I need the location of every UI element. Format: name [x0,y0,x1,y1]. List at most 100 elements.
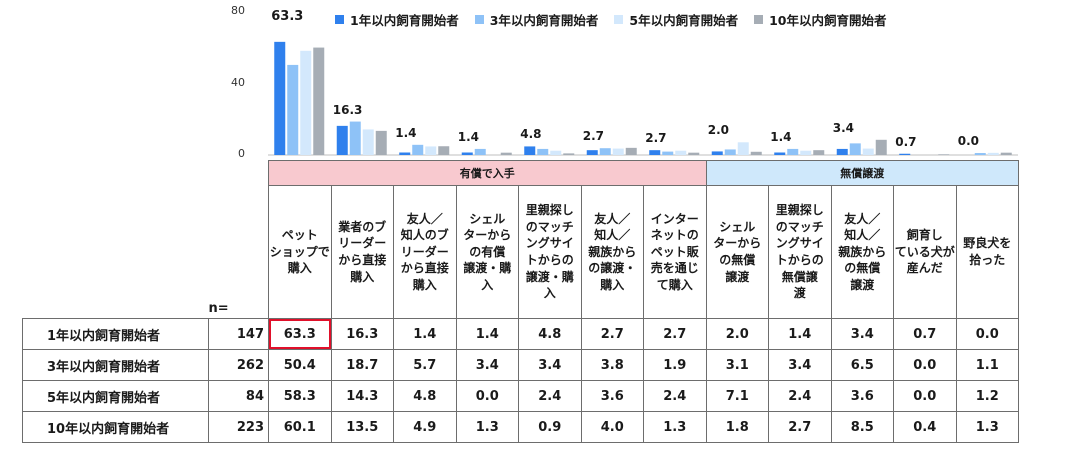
table-cell: 2.7 [580,318,644,350]
bar [300,50,312,155]
bar [649,150,661,155]
bar [599,148,611,155]
table-cell: 0.9 [518,411,582,443]
bar [774,152,786,155]
row-n: 147 [208,318,269,350]
bar [287,64,299,155]
bar-data-label: 0.0 [957,133,980,148]
bar [938,154,950,155]
table-cell: 3.4 [455,349,519,381]
table-cell: 50.4 [268,349,332,381]
legend-swatch [474,15,484,24]
bar-data-label: 63.3 [271,9,304,24]
table-row: 5年以内飼育開始者 84 58.3 14.3 4.8 0.0 2.4 3.6 2.4 7.1 2.4… [22,380,1019,412]
legend-swatch [335,15,344,24]
table-cell: 1.2 [955,380,1019,412]
bar [688,152,700,155]
bar [586,150,598,155]
table-cell: 2.7 [643,318,707,350]
table-cell: 3.4 [830,318,894,350]
table-cell: 18.7 [330,349,394,381]
table-cell: 1.4 [455,318,519,350]
category-header: ペット ショップで 購入 [268,185,332,319]
table-cell: 63.3 [268,318,332,350]
bar [724,149,736,155]
bar [987,152,999,155]
category-header: 里親探し のマッチ ングサイ トからの 譲渡・購入 [518,185,582,319]
legend-item: 10年以内飼育開始者 [754,10,887,29]
bar [787,148,799,155]
bar [675,150,687,155]
table-cell: 0.4 [893,411,957,443]
table-cell: 2.7 [768,411,832,443]
bar [438,146,450,155]
legend-item: 3年以内飼育開始者 [474,10,599,29]
blank-cell [23,186,209,319]
table-cell: 0.7 [893,318,957,350]
row-n: 84 [208,380,269,412]
group-header-free: 無償譲渡 [705,160,1019,186]
bar [862,148,874,155]
bar [750,151,762,155]
bar-data-label: 4.8 [520,127,542,142]
bar [336,125,348,155]
bar [349,121,361,155]
category-header: 飼育し ている犬が 産んだ [893,185,957,319]
n-label: n= [208,301,229,316]
legend-item: 1年以内飼育開始者 [335,10,459,29]
bar [375,130,387,155]
bar [537,148,549,155]
table-cell: 13.5 [330,411,394,443]
row-label: 1年以内飼育開始者 [22,318,209,350]
bar [550,150,562,155]
data-table: 有償で入手 無償譲渡 n= ペット ショップで 購入 業者のブ リーダー から直接 購入 友人／知… [22,160,1019,443]
table-row: 1年以内飼育開始者 147 63.3 16.3 1.4 1.4 4.8 2.7 2.7 2.0 1.… [22,318,1019,350]
legend: 1年以内飼育開始者 3年以内飼育開始者 5年以内飼育開始者 10年以内飼育開始者 [335,10,887,29]
category-header: インター ネットの ペット販 売を通じ て購入 [643,185,707,319]
table-cell: 2.4 [518,380,582,412]
table-cell: 0.0 [455,380,519,412]
blank-cell [23,161,269,186]
bar [662,151,674,155]
table-cell: 0.0 [893,349,957,381]
table-cell: 1.3 [643,411,707,443]
bar-data-label: 1.4 [395,125,417,140]
bar [500,152,512,155]
category-header: 友人／ 知人／ 親族から の無償 譲渡 [830,185,894,319]
bar [800,150,812,155]
bar [313,47,325,155]
bar-data-label: 2.7 [582,128,605,143]
bar-data-label: 16.3 [332,102,363,117]
table-cell: 2.4 [643,380,707,412]
bar-data-label: 1.4 [770,129,792,144]
table-cell: 4.9 [393,411,457,443]
y-tick-label: 40 [231,75,245,89]
table-cell: 1.8 [705,411,769,443]
legend-label: 5年以内飼育開始者 [629,13,739,28]
legend-label: 1年以内飼育開始者 [350,13,459,28]
table-cell: 3.8 [580,349,644,381]
category-header: シェル ターから の無償 譲渡 [705,185,769,319]
table-cell: 0.0 [893,380,957,412]
bar-chart [268,41,1018,156]
bar-data-label: 0.7 [895,134,917,149]
category-header: 友人／ 知人のブ リーダー から直接 購入 [393,185,457,319]
table-cell: 1.4 [768,318,832,350]
bar-data-label: 1.4 [457,129,480,144]
legend-swatch [754,15,764,24]
legend-swatch [614,15,624,24]
bar [899,153,911,155]
bar [524,146,536,155]
y-tick-label: 80 [231,4,245,17]
bar [474,148,486,155]
legend-label: 3年以内飼育開始者 [489,13,599,28]
table-cell: 2.4 [768,380,832,412]
table-cell: 3.1 [705,349,769,381]
table-cell: 2.0 [705,318,769,350]
category-header: 友人／ 知人／ 親族から の譲渡・ 購入 [580,185,644,319]
y-tick-label: 0 [238,147,245,160]
table-row: 3年以内飼育開始者 262 50.4 18.7 5.7 3.4 3.4 3.8 1.9 3.1 3.… [22,349,1019,381]
bar [425,146,437,155]
bar [974,153,986,155]
table-cell: 3.4 [768,349,832,381]
